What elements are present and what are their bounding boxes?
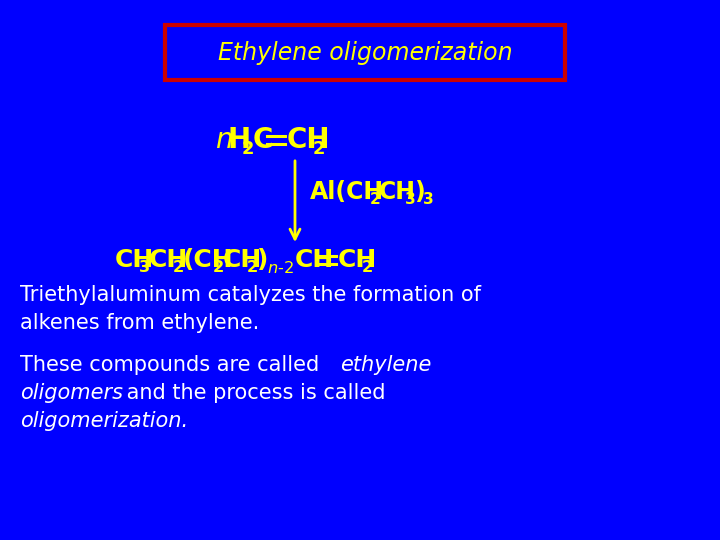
Text: CH: CH bbox=[223, 248, 262, 272]
Text: 2: 2 bbox=[362, 260, 373, 275]
Text: ): ) bbox=[257, 248, 269, 272]
Text: H: H bbox=[228, 126, 251, 154]
Text: CH: CH bbox=[115, 248, 154, 272]
Bar bbox=[165, 25, 565, 80]
Text: Al(CH: Al(CH bbox=[310, 180, 384, 204]
Text: ethylene: ethylene bbox=[340, 355, 431, 375]
Text: CH: CH bbox=[338, 248, 377, 272]
Text: These compounds are called: These compounds are called bbox=[20, 355, 326, 375]
Text: CH: CH bbox=[149, 248, 188, 272]
Text: 2: 2 bbox=[242, 140, 254, 158]
Text: oligomerization.: oligomerization. bbox=[20, 411, 188, 431]
Text: CH: CH bbox=[379, 180, 416, 204]
Text: C: C bbox=[253, 126, 274, 154]
Text: 3: 3 bbox=[405, 192, 415, 207]
Text: CH: CH bbox=[295, 248, 334, 272]
Text: 2: 2 bbox=[313, 140, 325, 158]
Text: CH: CH bbox=[287, 126, 330, 154]
Text: ): ) bbox=[414, 180, 425, 204]
Text: alkenes from ethylene.: alkenes from ethylene. bbox=[20, 313, 259, 333]
Text: 2: 2 bbox=[247, 260, 258, 275]
Text: Triethylaluminum catalyzes the formation of: Triethylaluminum catalyzes the formation… bbox=[20, 285, 481, 305]
Text: (CH: (CH bbox=[183, 248, 233, 272]
Text: and the process is called: and the process is called bbox=[120, 383, 385, 403]
Text: $\mathit{n}$-2: $\mathit{n}$-2 bbox=[267, 260, 294, 276]
Text: $\mathit{n}$: $\mathit{n}$ bbox=[215, 126, 233, 154]
Text: 2: 2 bbox=[173, 260, 184, 275]
Text: 2: 2 bbox=[213, 260, 224, 275]
Text: Ethylene oligomerization: Ethylene oligomerization bbox=[217, 41, 513, 65]
Text: 3: 3 bbox=[423, 192, 433, 207]
Text: 2: 2 bbox=[370, 192, 381, 207]
Text: 3: 3 bbox=[139, 260, 150, 275]
Text: oligomers: oligomers bbox=[20, 383, 123, 403]
